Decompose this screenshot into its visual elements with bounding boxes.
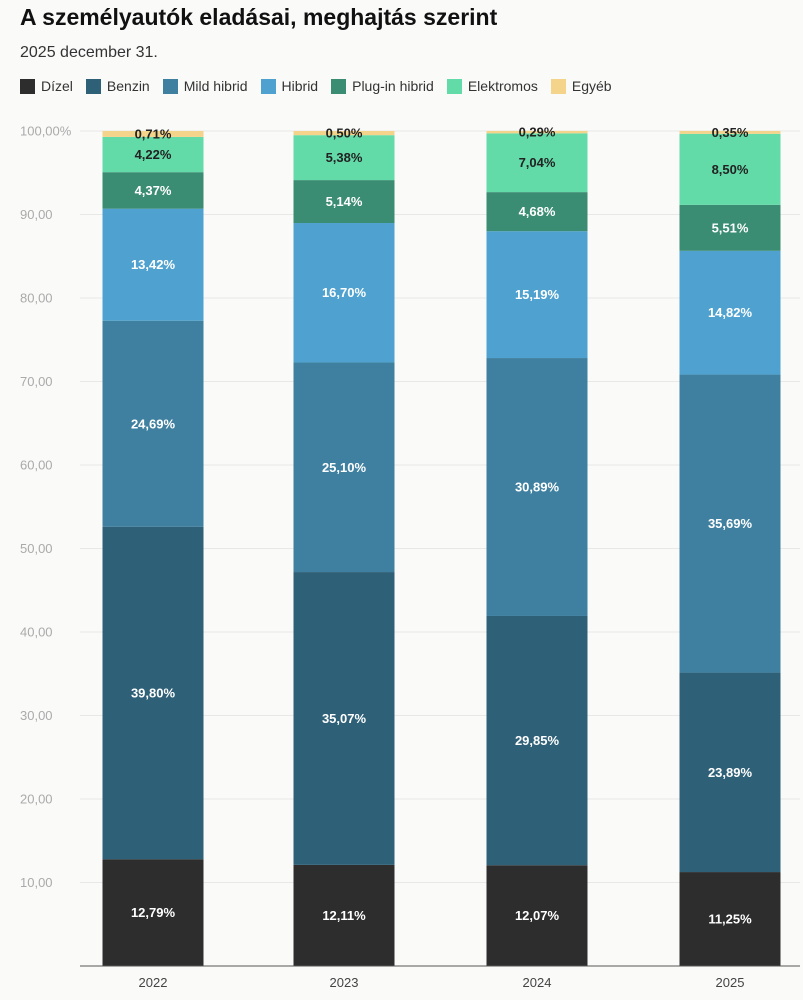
data-label: 35,69% [708, 516, 753, 531]
data-label: 25,10% [322, 460, 367, 475]
data-label: 23,89% [708, 765, 753, 780]
bar-segment [102, 136, 204, 173]
bar-segment [679, 872, 781, 966]
data-label: 29,85% [515, 733, 560, 748]
y-tick-label: 60,00 [20, 458, 53, 473]
data-label: 4,68% [519, 204, 556, 219]
bar-segment [102, 208, 204, 321]
bar-segment [102, 172, 204, 209]
data-label: 30,89% [515, 480, 560, 495]
legend-item: Dízel [20, 78, 73, 94]
legend-item: Elektromos [446, 78, 538, 94]
y-tick-label: 10,00 [20, 875, 53, 890]
legend-swatch [20, 78, 35, 94]
legend-swatch [446, 78, 462, 94]
data-label: 12,11% [322, 908, 366, 923]
bar-segment [293, 223, 395, 363]
bar-segment [486, 865, 588, 966]
chart-subtitle: 2025 december 31. [20, 44, 158, 61]
data-label: 0,29% [519, 125, 556, 140]
bar-segment [102, 526, 204, 860]
legend-label: Hibrid [281, 78, 319, 94]
chart-title: A személyautók eladásai, meghajtás szeri… [20, 4, 498, 30]
legend-item: Egyéb [550, 78, 612, 94]
bar-segment [486, 130, 588, 134]
y-tick-label: 30,00 [20, 708, 53, 723]
legend-label: Egyéb [571, 78, 612, 94]
data-label: 0,50% [326, 126, 363, 141]
legend-label: Elektromos [467, 78, 538, 94]
legend-item: Hibrid [260, 78, 319, 94]
x-tick-label: 2022 [139, 975, 168, 990]
bar-segment [102, 131, 204, 137]
legend-item: Mild hibrid [162, 78, 248, 94]
bar-segment [293, 864, 395, 966]
data-label: 15,19% [515, 287, 560, 302]
data-label: 0,71% [135, 126, 172, 141]
bar-segment [102, 859, 204, 966]
bar-segment [102, 320, 204, 527]
y-tick-label: 40,00 [20, 625, 53, 640]
data-label: 11,25% [708, 912, 752, 927]
bar-segment [293, 362, 395, 573]
data-label: 35,07% [322, 711, 367, 726]
data-label: 13,42% [131, 257, 176, 272]
bar-segment [679, 204, 781, 251]
y-tick-label: 20,00 [20, 792, 53, 807]
data-label: 5,14% [326, 194, 363, 209]
bar-segment [293, 131, 395, 136]
legend-swatch [85, 78, 101, 94]
y-tick-label: 80,00 [20, 291, 53, 306]
legend-swatch [331, 78, 347, 94]
legend-item: Benzin [85, 78, 150, 94]
x-tick-label: 2025 [716, 975, 745, 990]
data-label: 12,07% [515, 908, 560, 923]
y-tick-label: 70,00 [20, 374, 53, 389]
legend: Dízel Benzin Mild hibrid Hibrid Plug-in hibr… [20, 78, 612, 94]
legend-label: Benzin [106, 78, 150, 94]
y-tick-label: 50,00 [20, 541, 53, 556]
legend-label: Plug-in hibrid [352, 78, 434, 94]
bar-segment [679, 374, 781, 673]
stacked-bar-chart: 10,00 20,00 30,00 40,00 50,00 60,00 70,00 80,00… [20, 124, 800, 990]
bar-segment [293, 135, 395, 181]
data-label: 12,79% [131, 905, 176, 920]
data-label: 0,35% [712, 125, 749, 140]
legend-swatch [260, 78, 276, 94]
bar-segment [486, 358, 588, 616]
bar-segment [679, 672, 781, 873]
data-label: 24,69% [131, 416, 176, 431]
data-label: 8,50% [712, 162, 749, 177]
legend-swatch [162, 78, 178, 94]
data-label: 39,80% [131, 686, 176, 701]
bar-segment [679, 133, 781, 205]
data-label: 14,82% [708, 305, 753, 320]
data-label: 16,70% [322, 285, 367, 300]
legend-label: Dízel [41, 78, 73, 94]
data-label: 5,51% [712, 220, 749, 235]
data-label: 7,04% [519, 155, 556, 170]
bar-segment [486, 231, 588, 359]
x-tick-label: 2023 [330, 975, 359, 990]
bar-segment [679, 130, 781, 134]
bar-segment [293, 180, 395, 224]
legend-label: Mild hibrid [183, 78, 248, 94]
y-tick-label: 100,00% [20, 124, 72, 139]
bar-segment [293, 572, 395, 865]
legend-item: Plug-in hibrid [331, 78, 434, 94]
legend-swatch [550, 78, 566, 94]
y-tick-label: 90,00 [20, 207, 53, 222]
bar-segment [679, 250, 781, 375]
data-label: 5,38% [326, 150, 363, 165]
bar-segment [486, 133, 588, 193]
x-tick-label: 2024 [523, 975, 552, 990]
bar-segment [486, 192, 588, 232]
data-label: 4,22% [135, 147, 172, 162]
bar-segment [486, 615, 588, 866]
data-label: 4,37% [135, 183, 172, 198]
